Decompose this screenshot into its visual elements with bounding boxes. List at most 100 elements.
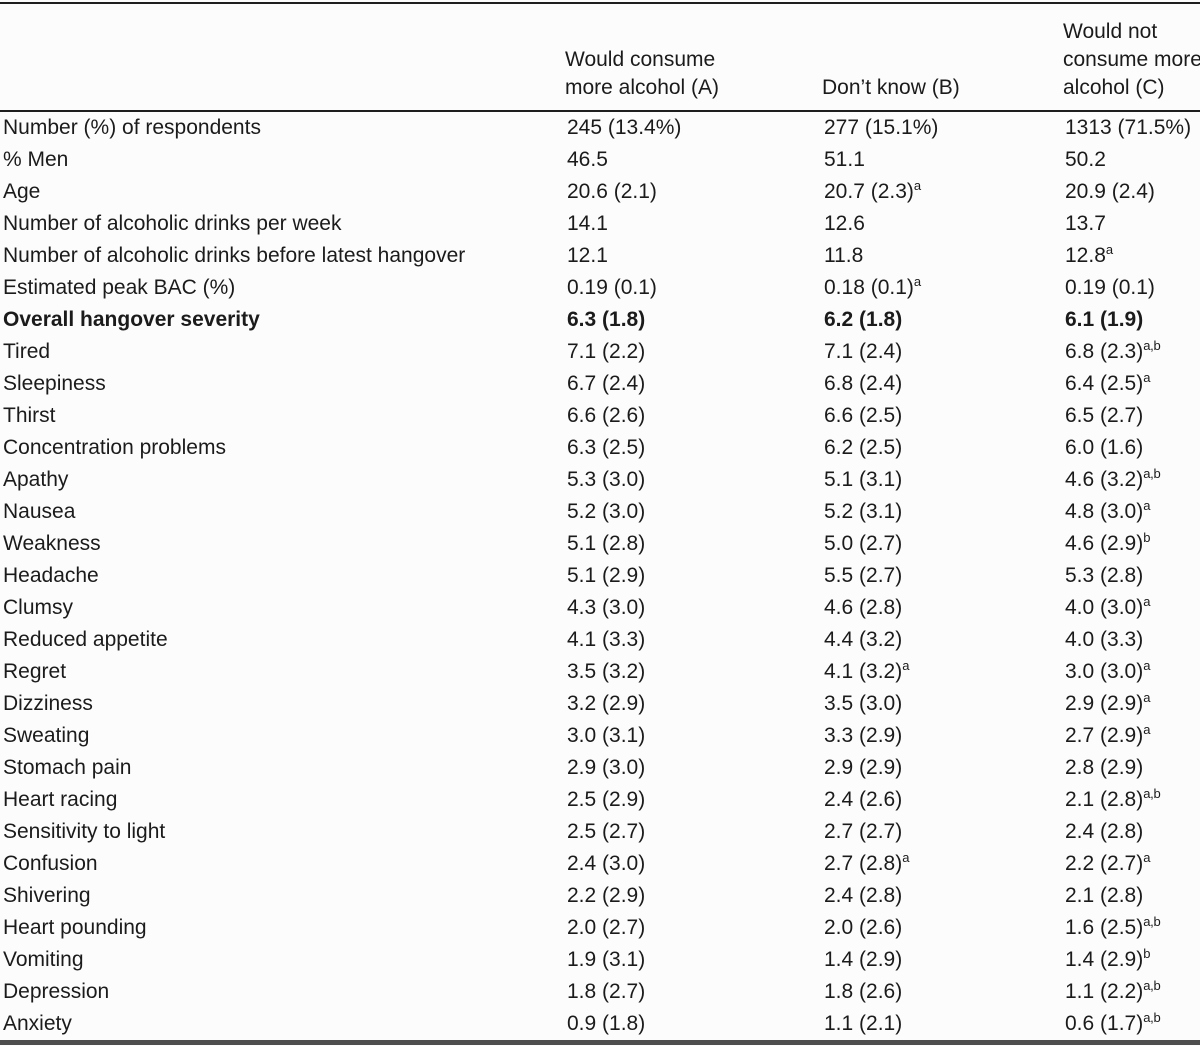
significance-superscript: a,b [1143,786,1161,801]
cell-value-c: 12.8a [1065,242,1113,267]
table-row: Estimated peak BAC (%) 0.19 (0.1) 0.18 (0.… [0,272,1200,304]
row-label: Shivering [3,884,91,907]
row-label: Number of alcoholic drinks before latest… [3,244,466,267]
cell-value-a: 5.3 (3.0) [567,468,646,491]
cell-value-a: 2.4 (3.0) [567,852,646,875]
cell-value-b: 7.1 (2.4) [824,340,903,363]
cell-value-c: 2.2 (2.7)a [1065,850,1151,875]
table-row: Stomach pain 2.9 (3.0) 2.9 (2.9) 2.8 (2.9) [0,752,1200,784]
cell-value-b: 2.4 (2.6) [824,788,903,811]
significance-superscript: a [902,850,910,865]
cell-value-c: 2.1 (2.8)a,b [1065,786,1161,811]
table-row: Overall hangover severity 6.3 (1.8) 6.2 (1… [0,304,1200,336]
row-label: Depression [3,980,110,1003]
table-row: Depression 1.8 (2.7) 1.8 (2.6) 1.1 (2.2)a,b [0,976,1200,1008]
cell-value-b: 3.3 (2.9) [824,724,903,747]
cell-value-b: 2.4 (2.8) [824,884,903,907]
cell-value-c: 2.1 (2.8) [1065,884,1144,907]
significance-superscript: a [913,178,921,193]
header-line: consume more [1063,48,1200,71]
row-label: Number (%) of respondents [3,116,261,139]
cell-value-b: 2.0 (2.6) [824,916,903,939]
significance-superscript: a [1143,370,1151,385]
cell-value-c: 6.4 (2.5)a [1065,370,1151,395]
header-line: Would not [1063,20,1158,43]
cell-value-a: 6.3 (1.8) [567,308,646,331]
cell-value-a: 2.0 (2.7) [567,916,646,939]
cell-value-c: 4.6 (3.2)a,b [1065,466,1161,491]
cell-value-b: 5.5 (2.7) [824,564,903,587]
row-label: Regret [3,660,67,683]
table-row: Dizziness 3.2 (2.9) 3.5 (3.0) 2.9 (2.9)a [0,688,1200,720]
significance-superscript: a [1143,690,1151,705]
table-row: Heart pounding 2.0 (2.7) 2.0 (2.6) 1.6 (2.5… [0,912,1200,944]
row-label: Heart racing [3,788,118,811]
cell-value-c: 1.4 (2.9)b [1065,946,1151,971]
cell-value-b: 2.7 (2.7) [824,820,903,843]
cell-value-c: 4.6 (2.9)b [1065,530,1151,555]
cell-value-a: 0.19 (0.1) [567,276,657,299]
cell-value-a: 2.9 (3.0) [567,756,646,779]
cell-value-c: 6.5 (2.7) [1065,404,1144,427]
cell-value-a: 245 (13.4%) [567,116,682,139]
cell-value-c: 3.0 (3.0)a [1065,658,1151,683]
cell-value-a: 3.0 (3.1) [567,724,646,747]
row-label: Estimated peak BAC (%) [3,276,236,299]
cell-value-a: 2.5 (2.7) [567,820,646,843]
row-label: Weakness [3,532,101,555]
cell-value-a: 6.3 (2.5) [567,436,646,459]
table-row: Tired 7.1 (2.2) 7.1 (2.4) 6.8 (2.3)a,b [0,336,1200,368]
row-label: Tired [3,340,51,363]
significance-superscript: a,b [1143,466,1161,481]
table-row: Number (%) of respondents 245 (13.4%) 277 … [0,111,1200,144]
header-row: Would consume more alcohol (A) Don’t know… [0,3,1200,111]
cell-value-a: 2.2 (2.9) [567,884,646,907]
cell-value-a: 2.5 (2.9) [567,788,646,811]
significance-superscript: a [1143,594,1151,609]
cell-value-b: 51.1 [824,148,865,171]
cell-value-a: 14.1 [567,212,608,235]
cell-value-b: 0.18 (0.1)a [824,274,921,299]
table-row: Anxiety 0.9 (1.8) 1.1 (2.1) 0.6 (1.7)a,b [0,1008,1200,1043]
table-row: Concentration problems 6.3 (2.5) 6.2 (2.5)… [0,432,1200,464]
header-line: Don’t know (B) [822,76,960,99]
table-row: Sleepiness 6.7 (2.4) 6.8 (2.4) 6.4 (2.5)a [0,368,1200,400]
cell-value-c: 1.1 (2.2)a,b [1065,978,1161,1003]
significance-superscript: a [1143,498,1151,513]
header-line: Would consume [565,48,716,71]
cell-value-b: 277 (15.1%) [824,116,939,139]
significance-superscript: b [1143,946,1151,961]
cell-value-a: 3.5 (3.2) [567,660,646,683]
cell-value-b: 4.1 (3.2)a [824,658,910,683]
significance-superscript: a [1143,658,1151,673]
row-label: Clumsy [3,596,74,619]
cell-value-c: 13.7 [1065,212,1106,235]
row-label: Sweating [3,724,90,747]
cell-value-a: 5.2 (3.0) [567,500,646,523]
row-label: Sensitivity to light [3,820,166,843]
significance-superscript: a,b [1143,338,1161,353]
cell-value-b: 5.2 (3.1) [824,500,903,523]
cell-value-b: 6.6 (2.5) [824,404,903,427]
cell-value-c: 50.2 [1065,148,1106,171]
table-row: Vomiting 1.9 (3.1) 1.4 (2.9) 1.4 (2.9)b [0,944,1200,976]
column-header-would-not-consume: Would not consume more alcohol (C) [1060,3,1200,111]
cell-value-c: 4.8 (3.0)a [1065,498,1151,523]
cell-value-b: 1.8 (2.6) [824,980,903,1003]
row-label: Vomiting [3,948,84,971]
cell-value-b: 5.1 (3.1) [824,468,903,491]
row-label: Headache [3,564,99,587]
row-label: Concentration problems [3,436,226,459]
row-label: Age [3,180,41,203]
cell-value-c: 20.9 (2.4) [1065,180,1155,203]
row-label: Overall hangover severity [3,308,260,331]
cell-value-b: 2.9 (2.9) [824,756,903,779]
row-label: Number of alcoholic drinks per week [3,212,342,235]
table-header: Would consume more alcohol (A) Don’t know… [0,3,1200,111]
table-row: Regret 3.5 (3.2) 4.1 (3.2)a 3.0 (3.0)a [0,656,1200,688]
table-row: Thirst 6.6 (2.6) 6.6 (2.5) 6.5 (2.7) [0,400,1200,432]
table-row: Reduced appetite 4.1 (3.3) 4.4 (3.2) 4.0 (3… [0,624,1200,656]
cell-value-a: 6.6 (2.6) [567,404,646,427]
table-row: Clumsy 4.3 (3.0) 4.6 (2.8) 4.0 (3.0)a [0,592,1200,624]
